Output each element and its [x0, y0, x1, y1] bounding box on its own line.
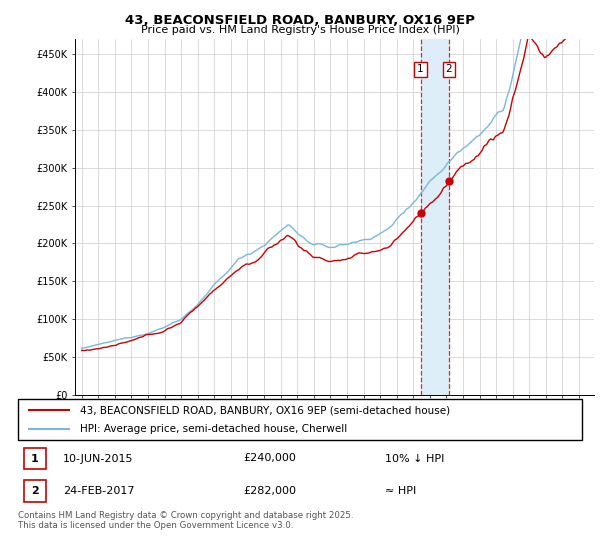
Text: £282,000: £282,000 [244, 486, 296, 496]
Text: 24-FEB-2017: 24-FEB-2017 [63, 486, 134, 496]
Text: HPI: Average price, semi-detached house, Cherwell: HPI: Average price, semi-detached house,… [80, 424, 347, 433]
Text: 1: 1 [31, 454, 39, 464]
Text: 43, BEACONSFIELD ROAD, BANBURY, OX16 9EP: 43, BEACONSFIELD ROAD, BANBURY, OX16 9EP [125, 14, 475, 27]
Text: 43, BEACONSFIELD ROAD, BANBURY, OX16 9EP (semi-detached house): 43, BEACONSFIELD ROAD, BANBURY, OX16 9EP… [80, 405, 450, 415]
Text: 10-JUN-2015: 10-JUN-2015 [63, 454, 134, 464]
Bar [421, 39, 449, 395]
Text: Contains HM Land Registry data © Crown copyright and database right 2025.
This d: Contains HM Land Registry data © Crown c… [18, 511, 353, 530]
Text: ≈ HPI: ≈ HPI [385, 486, 416, 496]
Text: £240,000: £240,000 [244, 454, 296, 464]
Text: 2: 2 [446, 64, 452, 74]
Text: 2: 2 [31, 486, 39, 496]
Bar [23, 447, 46, 469]
Text: 1: 1 [417, 64, 424, 74]
Text: 10% ↓ HPI: 10% ↓ HPI [385, 454, 444, 464]
Text: Price paid vs. HM Land Registry's House Price Index (HPI): Price paid vs. HM Land Registry's House … [140, 25, 460, 35]
Bar [23, 480, 46, 502]
